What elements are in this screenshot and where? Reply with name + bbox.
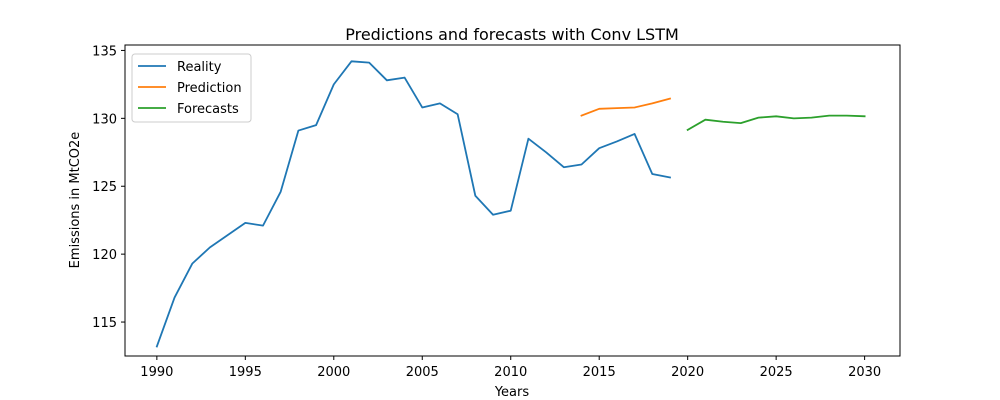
legend: Reality Prediction Forecasts [131,53,252,123]
x-tick-label: 2015 [583,365,616,380]
y-tick-label: 130 [92,112,117,127]
x-tick-label: 1995 [229,365,262,380]
chart-title: Predictions and forecasts with Conv LSTM [345,25,679,44]
x-tick-label: 1990 [140,365,173,380]
x-tick-label: 2030 [848,365,881,380]
series-line-prediction [580,97,672,117]
legend-box [131,53,252,123]
series-line-forecasts [686,114,866,132]
x-tick-label: 2020 [671,365,704,380]
legend-label-forecasts: Forecasts [177,102,239,117]
y-axis-ticks: 115 120 125 130 135 [92,44,125,331]
x-tick-label: 2010 [494,365,527,380]
y-axis-label: Emissions in MtCO2e [68,132,83,269]
x-axis-ticks: 1990 1995 2000 2005 2010 2015 2020 2025 2030 [140,356,881,380]
plot-lines [155,60,866,348]
x-tick-label: 2025 [760,365,793,380]
plot-frame [124,44,901,357]
x-axis-label: Years [494,385,530,400]
y-tick-label: 125 [92,180,117,195]
y-tick-label: 135 [92,44,117,59]
legend-label-prediction: Prediction [177,81,242,96]
x-tick-label: 2000 [317,365,350,380]
y-tick-label: 120 [92,248,117,263]
series-line-reality [155,60,672,348]
x-tick-label: 2005 [406,365,439,380]
legend-label-reality: Reality [177,60,222,75]
y-tick-label: 115 [92,316,117,331]
